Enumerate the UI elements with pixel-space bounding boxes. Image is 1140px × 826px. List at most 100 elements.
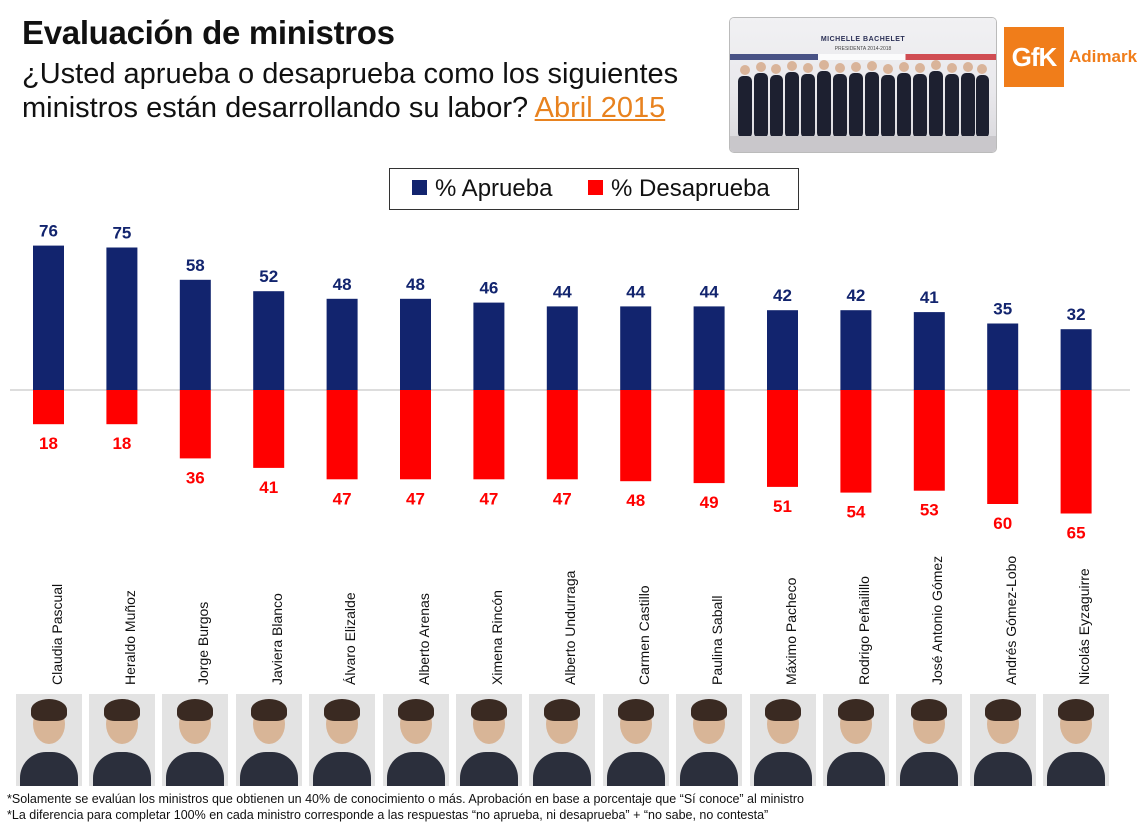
minister-name-label: Rodrigo Peñailillo — [846, 545, 872, 685]
minister-portrait — [1043, 694, 1110, 786]
portrait-torso — [533, 752, 592, 786]
minister-portrait — [309, 694, 376, 786]
disapprove-data-label: 18 — [39, 434, 58, 453]
approve-bar — [1060, 329, 1092, 390]
cabinet-group-figures — [738, 60, 989, 138]
minister-portrait — [822, 694, 889, 786]
approve-bar — [913, 312, 945, 390]
portrait-hair — [103, 699, 140, 721]
disapprove-bar — [767, 390, 798, 487]
portrait-hair — [837, 699, 874, 721]
minister-name-text: Carmen Castillo — [635, 585, 652, 685]
minister-name-text: Álvaro Elizalde — [342, 592, 359, 685]
disapprove-data-label: 53 — [920, 501, 939, 520]
approve-bar — [179, 279, 211, 390]
minister-portrait — [676, 694, 743, 786]
disapprove-data-label: 47 — [406, 489, 425, 508]
minister-portrait — [88, 694, 155, 786]
footnote-1: *Solamente se evalúan los ministros que … — [7, 792, 805, 806]
minister-name-text: Javiera Blanco — [268, 593, 285, 685]
approve-data-label: 46 — [479, 279, 498, 298]
portrait-hair — [30, 699, 67, 721]
minister-name-text: Alberto Arenas — [415, 593, 432, 685]
minister-name-label: José Antonio Gómez — [919, 545, 945, 685]
portrait-hair — [1058, 699, 1095, 721]
approve-data-label: 42 — [846, 286, 865, 305]
minister-names: Claudia Pascual Heraldo Muñoz Jorge Burgos… — [0, 545, 1140, 695]
minister-portrait — [969, 694, 1036, 786]
flag-stripe — [730, 54, 996, 60]
minister-name-text: Rodrigo Peñailillo — [855, 576, 872, 685]
approve-bar — [400, 298, 431, 390]
approve-bar — [767, 310, 798, 390]
minister-name-label: Heraldo Muñoz — [112, 545, 138, 685]
portrait-hair — [544, 699, 581, 721]
legend-approve: % Aprueba — [412, 175, 552, 203]
portrait-hair — [470, 699, 507, 721]
disapprove-data-label: 49 — [700, 493, 719, 512]
minister-portrait — [602, 694, 669, 786]
minister-name-label: Claudia Pascual — [39, 545, 65, 685]
portrait-torso — [973, 752, 1032, 786]
approve-data-label: 52 — [259, 267, 278, 286]
approve-bar — [253, 291, 285, 390]
minister-name-label: Ximena Rincón — [479, 545, 505, 685]
minister-name-label: Javiera Blanco — [259, 545, 285, 685]
disapprove-bar — [693, 390, 725, 484]
minister-name-label: Alberto Arenas — [406, 545, 432, 685]
disapprove-bar — [1060, 390, 1092, 514]
portrait-torso — [386, 752, 445, 786]
portrait-torso — [680, 752, 739, 786]
disapprove-bar — [106, 390, 138, 425]
disapprove-bar — [473, 390, 505, 480]
minister-name-label: Alberto Undurraga — [552, 545, 578, 685]
portrait-torso — [826, 752, 885, 786]
minister-name-text: Claudia Pascual — [48, 583, 65, 685]
minister-name-label: Paulina Saball — [699, 545, 725, 685]
disapprove-data-label: 18 — [112, 434, 131, 453]
approve-data-label: 44 — [700, 282, 719, 301]
disapprove-data-label: 54 — [846, 503, 865, 522]
portrait-hair — [984, 699, 1021, 721]
approve-bar — [840, 310, 872, 390]
portrait-torso — [1047, 752, 1106, 786]
minister-name-label: Álvaro Elizalde — [332, 545, 358, 685]
minister-name-label: Nicolás Eyzaguirre — [1066, 545, 1092, 685]
disapprove-data-label: 47 — [333, 489, 352, 508]
portrait-torso — [900, 752, 959, 786]
approve-bar — [33, 245, 64, 390]
minister-name-text: Andrés Gómez-Lobo — [1002, 555, 1019, 685]
survey-question: ¿Usted aprueba o desaprueba como los sig… — [22, 57, 702, 125]
banner-heading: MICHELLE BACHELET — [820, 36, 906, 43]
approve-bar — [106, 247, 138, 390]
cabinet-photo: MICHELLE BACHELET PRESIDENTA 2014-2018 — [730, 18, 996, 152]
disapprove-bar — [326, 390, 358, 480]
minister-name-text: José Antonio Gómez — [929, 555, 946, 685]
minister-name-text: Ximena Rincón — [488, 590, 505, 685]
approve-data-label: 58 — [186, 256, 205, 275]
disapprove-bar — [179, 390, 211, 459]
minister-portrait — [896, 694, 963, 786]
minister-name-label: Jorge Burgos — [185, 545, 211, 685]
minister-name-text: Nicolás Eyzaguirre — [1076, 568, 1093, 685]
portrait-torso — [166, 752, 225, 786]
approve-bar — [987, 323, 1019, 390]
gfk-logo: GfK — [1004, 27, 1064, 87]
minister-portrait — [455, 694, 522, 786]
chart-legend: % Aprueba % Desaprueba — [389, 168, 799, 210]
portrait-torso — [753, 752, 812, 786]
disapprove-bar — [546, 390, 578, 480]
approve-bar — [326, 298, 358, 390]
approve-data-label: 44 — [626, 282, 645, 301]
minister-portrait — [162, 694, 229, 786]
disapprove-data-label: 36 — [186, 468, 205, 487]
portrait-hair — [911, 699, 948, 721]
banner-subheading: PRESIDENTA 2014-2018 — [834, 46, 892, 52]
approve-data-label: 76 — [39, 222, 58, 241]
disapprove-bar — [987, 390, 1019, 504]
footnote-2: *La diferencia para completar 100% en ca… — [7, 808, 769, 822]
legend-approve-label: % Aprueba — [435, 175, 553, 202]
disapprove-data-label: 51 — [773, 497, 792, 516]
approve-data-label: 44 — [553, 282, 572, 301]
approve-data-label: 75 — [112, 224, 131, 243]
